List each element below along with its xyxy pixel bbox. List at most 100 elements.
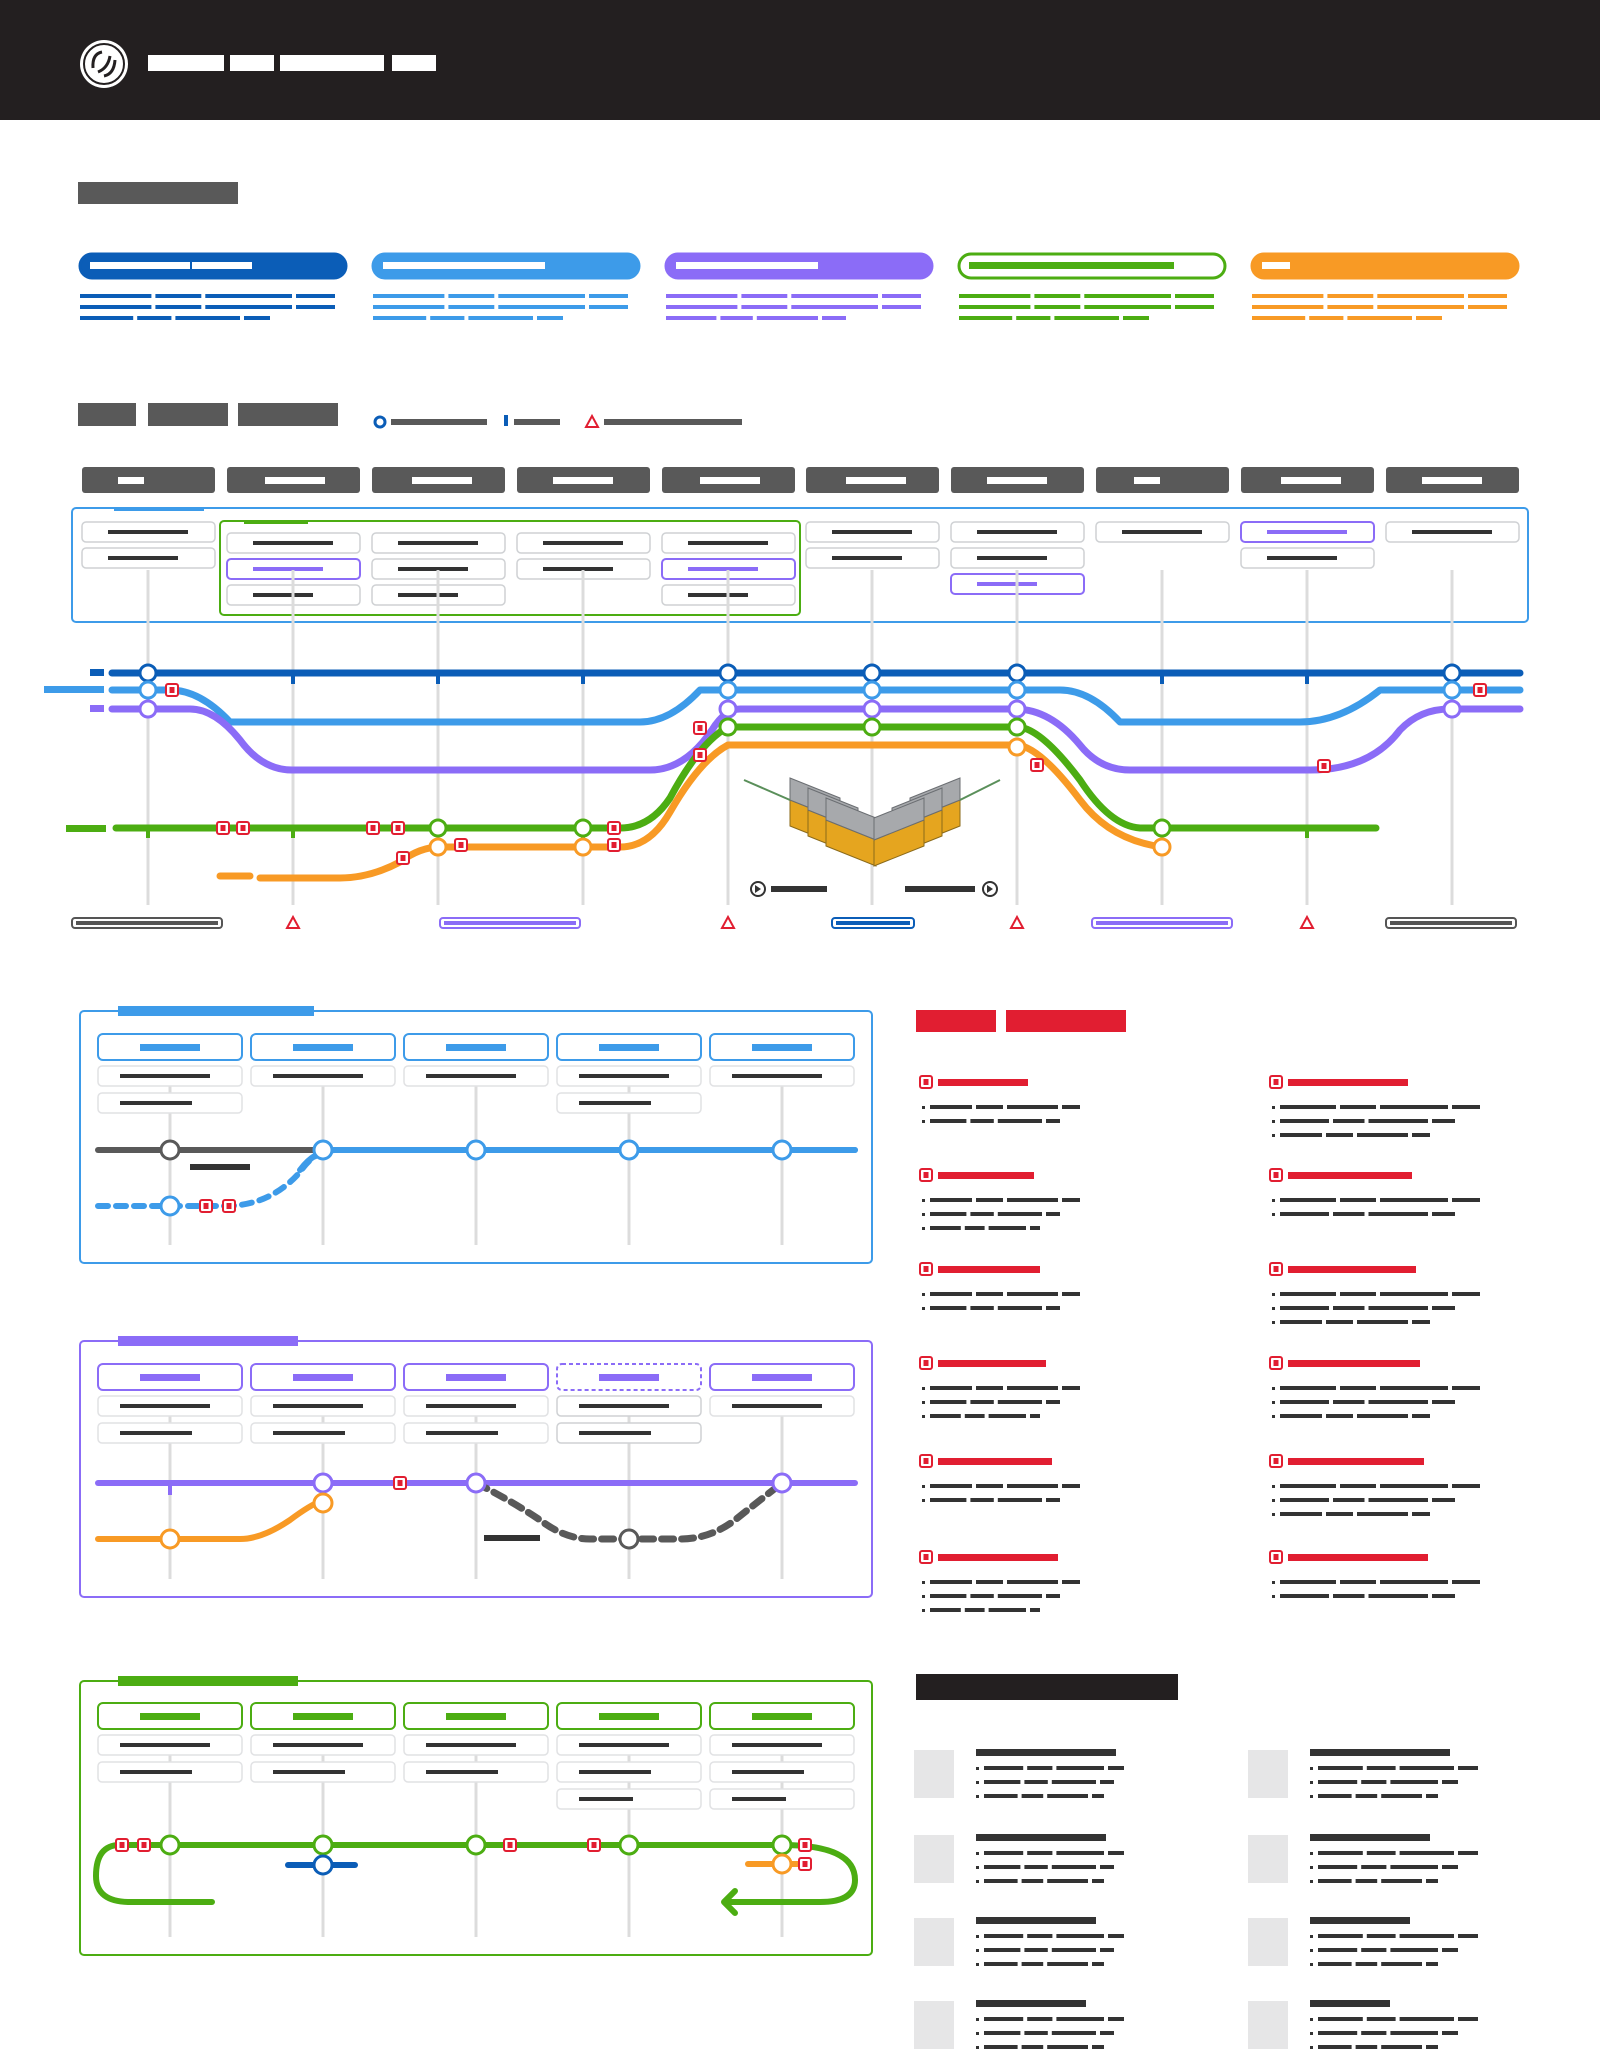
- reference-line: [1056, 1851, 1104, 1855]
- note-line: [1062, 1105, 1080, 1109]
- station-card-label: [120, 1743, 210, 1747]
- reference-line: [1024, 1780, 1048, 1784]
- station-card-label: [426, 1404, 516, 1408]
- note-line: [1326, 1414, 1353, 1418]
- category-description: [1347, 316, 1412, 320]
- reference-line: [1381, 1879, 1422, 1883]
- station-card-header-label: [293, 1713, 353, 1720]
- category-description: [1309, 316, 1344, 320]
- note-line: [1340, 1484, 1376, 1488]
- alert-icon: [923, 1266, 929, 1272]
- terminal-label-text: [444, 921, 576, 925]
- category-description: [791, 305, 878, 309]
- category-description: [498, 294, 585, 298]
- note-line: [1280, 1498, 1329, 1502]
- station-card-label: [688, 541, 768, 545]
- station-card-label: [732, 1770, 804, 1774]
- station-icon: [573, 837, 593, 857]
- alert-icon: [397, 1480, 403, 1486]
- note-line: [1452, 1105, 1480, 1109]
- note-line: [1326, 1133, 1353, 1137]
- reference-title: [916, 1674, 1178, 1700]
- note-line: [1357, 1133, 1408, 1137]
- reference-line: [1361, 1865, 1387, 1869]
- reference-line: [1318, 2031, 1358, 2035]
- reference-line: [1092, 1962, 1104, 1966]
- note-line: [1380, 1198, 1448, 1202]
- reference-line: [1021, 2045, 1044, 2049]
- warning-icon: [1009, 914, 1025, 929]
- station-icon: [312, 1139, 334, 1161]
- reference-heading: [1310, 1749, 1450, 1756]
- note-line: [1046, 1119, 1060, 1123]
- station-card-label: [688, 567, 758, 571]
- reference-line: [984, 1766, 1024, 1770]
- category-pill-label: [90, 262, 190, 269]
- note-heading: [938, 1172, 1034, 1179]
- station-card-label: [832, 530, 912, 534]
- category-description: [666, 294, 738, 298]
- warning-icon: [720, 914, 736, 929]
- green-arrow-head: [721, 1888, 738, 1916]
- category-description: [498, 305, 585, 309]
- station-icon: [159, 1834, 181, 1856]
- category-description: [155, 305, 202, 309]
- bullet-icon: [1310, 1852, 1313, 1855]
- bullet-icon: [922, 1499, 925, 1502]
- note-line: [1030, 1226, 1040, 1230]
- alert-icon: [1321, 763, 1327, 769]
- category-pill-label: [383, 262, 491, 269]
- note-line: [1046, 1498, 1060, 1502]
- reference-line: [1027, 1934, 1053, 1938]
- category-pill: [1250, 252, 1520, 280]
- category-description: [373, 294, 445, 298]
- note-line: [1380, 1484, 1448, 1488]
- note-line: [1007, 1198, 1058, 1202]
- bullet-icon: [976, 1880, 979, 1883]
- bullet-icon: [922, 1120, 925, 1123]
- reference-line: [1100, 1865, 1114, 1869]
- reference-line: [984, 1962, 1018, 1966]
- reference-line: [984, 1865, 1021, 1869]
- reference-line: [1021, 1962, 1044, 1966]
- category-description: [448, 294, 495, 298]
- reference-line: [1399, 1766, 1454, 1770]
- alert-icon: [1273, 1554, 1279, 1560]
- note-line: [1368, 1306, 1428, 1310]
- note-line: [1280, 1320, 1322, 1324]
- stop-icon: [168, 1483, 172, 1495]
- alert-icon: [1273, 1458, 1279, 1464]
- note-line: [1412, 1414, 1430, 1418]
- alert-icon: [203, 1203, 209, 1209]
- stop-icon: [436, 673, 440, 684]
- note-line: [1432, 1119, 1455, 1123]
- reference-line: [1381, 1794, 1422, 1798]
- station-icon: [465, 1472, 487, 1494]
- station-icon: [1007, 680, 1027, 700]
- category-description: [468, 316, 533, 320]
- stop-icon: [291, 673, 295, 684]
- station-card-label: [543, 541, 623, 545]
- alert-icon: [395, 825, 401, 831]
- reference-line: [984, 1851, 1024, 1855]
- station-card-label: [273, 1743, 363, 1747]
- note-line: [1007, 1580, 1058, 1584]
- note-line: [1333, 1212, 1365, 1216]
- reference-line: [1021, 1879, 1044, 1883]
- section-title-block: [148, 403, 228, 426]
- reference-line: [1390, 1948, 1438, 1952]
- reference-line: [1426, 1879, 1438, 1883]
- reference-line: [984, 2017, 1024, 2021]
- alert-icon: [1273, 1079, 1279, 1085]
- bullet-icon: [976, 1781, 979, 1784]
- station-card-label: [273, 1404, 363, 1408]
- bullet-icon: [922, 1213, 925, 1216]
- note-line: [930, 1212, 967, 1216]
- reference-thumbnail: [914, 2001, 954, 2049]
- note-line: [1340, 1386, 1376, 1390]
- category-description: [1123, 316, 1149, 320]
- station-card-label: [120, 1404, 210, 1408]
- bullet-icon: [1310, 1866, 1313, 1869]
- note-heading: [938, 1266, 1040, 1273]
- station-card-label: [426, 1743, 516, 1747]
